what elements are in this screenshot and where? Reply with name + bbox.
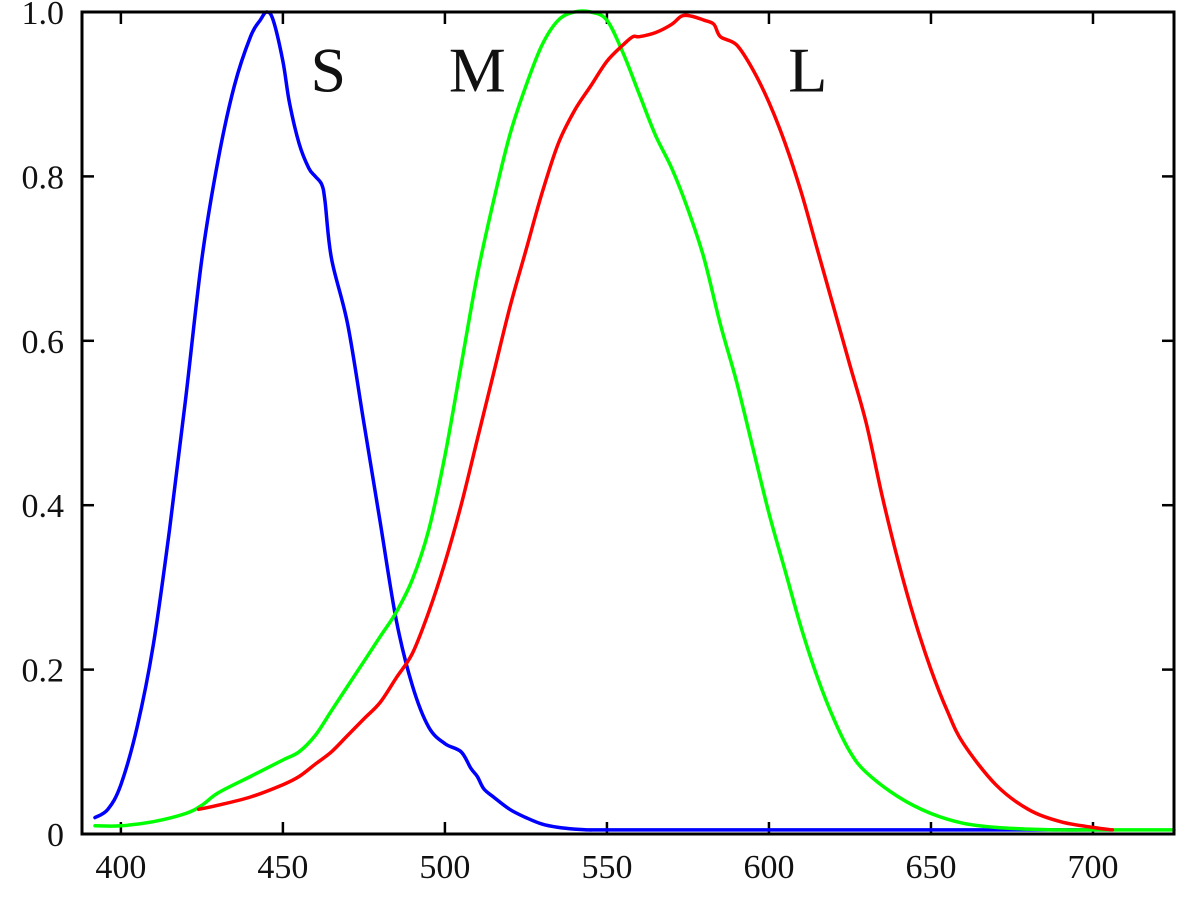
x-tick-label: 550 (581, 849, 632, 886)
x-tick-label: 650 (905, 849, 956, 886)
plot-frame (80, 10, 1176, 836)
series-line-m (93, 9, 1176, 832)
x-tick-label: 600 (743, 849, 794, 886)
x-tick-label: 400 (95, 849, 146, 886)
y-tick-label: 0 (47, 817, 64, 854)
curve-label-l: L (788, 35, 827, 106)
curve-label-s: S (310, 35, 346, 106)
series-layer (93, 9, 1176, 832)
y-tick-label: 0.8 (22, 159, 65, 196)
axis-labels: 400 450 500 550 600 650 700 0 0.2 0.4 0.6 0.8 1.0 (22, 0, 1119, 886)
y-tick-label: 1.0 (22, 0, 65, 32)
y-tick-label: 0.4 (22, 488, 65, 525)
x-tick-label: 500 (419, 849, 470, 886)
x-tick-label: 700 (1067, 849, 1118, 886)
y-tick-label: 0.2 (22, 653, 65, 690)
series-line-l (196, 13, 1115, 832)
y-tick-label: 0.6 (22, 324, 65, 361)
curve-label-m: M (449, 35, 506, 106)
x-tick-label: 450 (257, 849, 308, 886)
axis-ticks (82, 10, 1174, 836)
series-line-s (93, 10, 1113, 832)
